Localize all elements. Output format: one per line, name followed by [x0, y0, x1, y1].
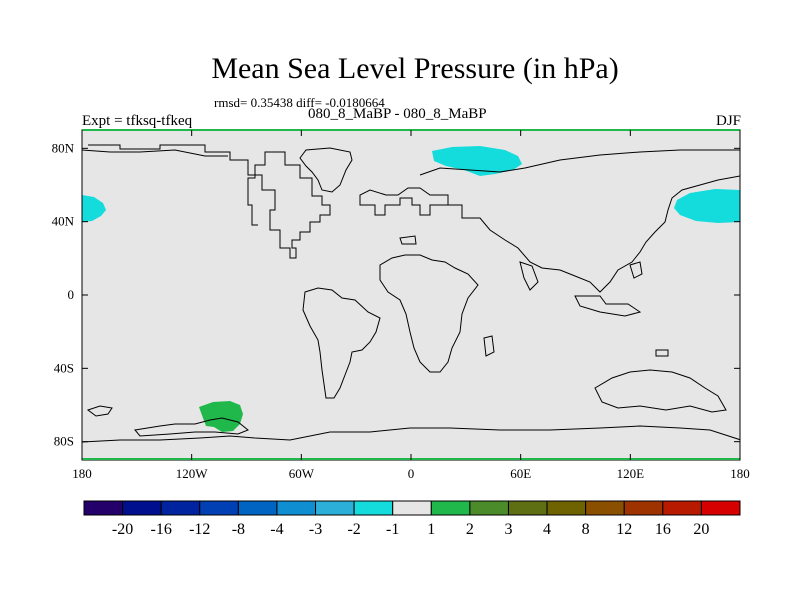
y-tick-label: 80N: [52, 140, 75, 155]
colorbar-label: -12: [189, 521, 210, 538]
y-axis: 80N 40N 0 40S 80S: [52, 140, 740, 449]
anomaly-region-north-pacific: [674, 189, 740, 223]
left-label: Expt = tfksq-tfkeq: [82, 113, 193, 129]
colorbar-swatch: [662, 500, 702, 516]
coastline-antarctic-island: [86, 405, 113, 417]
colorbar-swatch: [83, 500, 124, 516]
colorbar-label: 1: [427, 521, 435, 538]
y-tick-label: 0: [68, 287, 75, 302]
x-tick-label: 0: [408, 466, 415, 481]
x-tick-label: 120W: [176, 466, 209, 481]
x-tick-label: 120E: [617, 466, 645, 481]
coastline-north-america: [88, 144, 331, 259]
anomaly-region-antarctic-peninsula: [199, 401, 243, 432]
colorbar-label: -4: [270, 521, 283, 538]
experiment-name: 080_8_MaBP - 080_8_MaBP: [308, 106, 487, 122]
colorbar-label: 2: [466, 521, 474, 538]
coastline-africa: [379, 254, 479, 373]
colorbar-swatch: [507, 500, 548, 516]
coastline-europe: [359, 187, 449, 216]
coastline-south-america: [302, 287, 381, 399]
coastline-japan: [629, 261, 643, 279]
colorbar-label: 16: [655, 521, 671, 538]
x-tick-label: 180: [72, 466, 92, 481]
colorbar-swatch: [315, 500, 355, 516]
coastline-contours: [82, 144, 740, 443]
plot-background: [82, 130, 740, 460]
anomaly-region-north-pacific-west-edge: [82, 195, 106, 222]
colorbar-swatch: [585, 500, 625, 516]
colorbar-label: -3: [309, 521, 322, 538]
coastline-antarctica: [82, 425, 740, 443]
y-tick-label: 40N: [52, 214, 75, 229]
x-tick-label: 60W: [289, 466, 315, 481]
x-tick-label: 60E: [510, 466, 531, 481]
coastline-greenland: [299, 147, 353, 193]
colorbar-swatch: [237, 500, 278, 516]
coastline-new-zealand: [655, 349, 669, 357]
coastline-madagascar: [483, 335, 495, 357]
colorbar-swatch: [623, 500, 664, 516]
rmsd-subtitle: rmsd= 0.35438 diff= -0.0180664: [214, 95, 385, 110]
colorbar-swatch: [122, 500, 162, 516]
colorbar-swatch: [392, 500, 432, 516]
colorbar-swatch: [353, 500, 394, 516]
coastline-australia: [594, 369, 727, 413]
colorbar-label: -16: [151, 521, 172, 538]
colorbar-swatch: [276, 500, 317, 516]
colorbar-swatch: [430, 500, 471, 516]
coastline-india: [519, 261, 539, 291]
right-label-season: DJF: [715, 113, 741, 129]
colorbar-swatch: [160, 500, 201, 516]
colorbar-label: 12: [616, 521, 632, 538]
x-axis: 180 120W 60W 0 60E 120E 180: [72, 130, 750, 481]
coastline-arctic-edge: [82, 149, 228, 157]
colorbar: -20 -16 -12 -8 -4 -3 -2 -1 1 2 3 4 8 12 16 20: [83, 500, 741, 538]
anomaly-layer: [82, 146, 740, 432]
colorbar-swatch: [469, 500, 509, 516]
colorbar-swatch: [546, 500, 587, 516]
anomaly-region-arctic-siberia: [432, 146, 522, 176]
coastline-antarctic-peninsula: [134, 417, 249, 437]
coastline-caribbean: [399, 235, 417, 245]
colorbar-label: -2: [347, 521, 360, 538]
coastline-indonesia: [574, 295, 642, 317]
colorbar-label: -8: [232, 521, 245, 538]
x-tick-label: 180: [730, 466, 750, 481]
colorbar-swatch: [199, 500, 239, 516]
colorbar-swatch: [700, 500, 741, 516]
colorbar-label: 3: [504, 521, 512, 538]
colorbar-label: 4: [543, 521, 551, 538]
coastline-asia: [419, 149, 740, 293]
y-tick-label: 40S: [54, 360, 74, 375]
y-tick-label: 80S: [54, 434, 74, 449]
colorbar-label: 20: [693, 521, 709, 538]
colorbar-label: -20: [112, 521, 133, 538]
colorbar-label: -1: [386, 521, 399, 538]
colorbar-label: 8: [582, 521, 590, 538]
chart-title: Mean Sea Level Pressure (in hPa): [211, 52, 619, 85]
